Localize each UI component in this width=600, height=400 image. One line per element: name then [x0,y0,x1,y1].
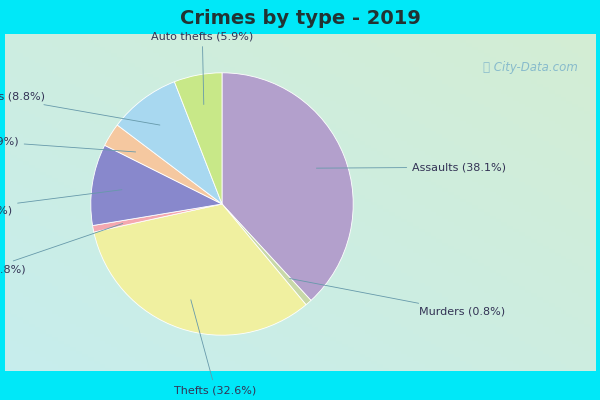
Text: Arson (2.9%): Arson (2.9%) [0,136,136,152]
Text: Thefts (32.6%): Thefts (32.6%) [175,300,257,395]
Text: Rapes (0.8%): Rapes (0.8%) [0,224,123,275]
Text: ⓘ City-Data.com: ⓘ City-Data.com [482,61,577,74]
Text: Auto thefts (5.9%): Auto thefts (5.9%) [151,31,253,104]
Wedge shape [104,125,222,204]
Wedge shape [91,145,222,226]
Text: Burglaries (10.0%): Burglaries (10.0%) [0,190,122,216]
Wedge shape [175,73,222,204]
Wedge shape [222,204,311,305]
Text: Robberies (8.8%): Robberies (8.8%) [0,92,160,125]
Wedge shape [94,204,306,335]
Text: Crimes by type - 2019: Crimes by type - 2019 [179,9,421,28]
Wedge shape [222,73,353,300]
Wedge shape [92,204,222,232]
Wedge shape [117,82,222,204]
Text: Murders (0.8%): Murders (0.8%) [290,278,505,316]
Text: Assaults (38.1%): Assaults (38.1%) [316,162,506,172]
